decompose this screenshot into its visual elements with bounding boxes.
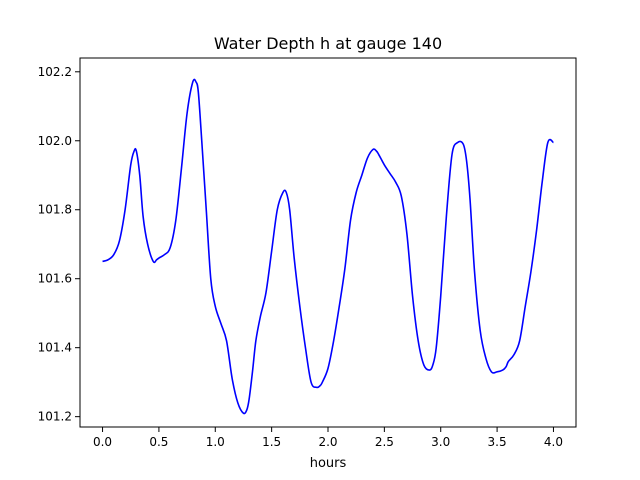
x-tick-label: 2.5: [375, 435, 394, 449]
y-tick-label: 101.2: [38, 410, 72, 424]
x-tick-label: 0.0: [93, 435, 112, 449]
x-tick-label: 4.0: [544, 435, 563, 449]
axis-ticks: 0.0 0.5 1.0 1.5 2.0 2.5 3.0 3.5 4.0 101.2 101.4 101…: [38, 65, 563, 449]
x-tick-label: 3.0: [431, 435, 450, 449]
x-axis-label: hours: [310, 456, 347, 471]
water-depth-series-line: [102, 78, 554, 415]
x-tick-label: 3.5: [488, 435, 507, 449]
x-tick-label: 1.0: [206, 435, 225, 449]
y-tick-label: 101.8: [38, 203, 72, 217]
y-tick-label: 101.4: [38, 341, 72, 355]
x-tick-label: 0.5: [149, 435, 168, 449]
x-tick-label: 1.5: [262, 435, 281, 449]
x-tick-label: 2.0: [318, 435, 337, 449]
plot-line-layer: [102, 78, 554, 415]
chart-title: Water Depth h at gauge 140: [214, 34, 442, 53]
plot-frame: [79, 57, 577, 428]
y-tick-label: 101.6: [38, 272, 72, 286]
y-tick-label: 102.0: [38, 134, 72, 148]
y-tick-label: 102.2: [38, 65, 72, 79]
